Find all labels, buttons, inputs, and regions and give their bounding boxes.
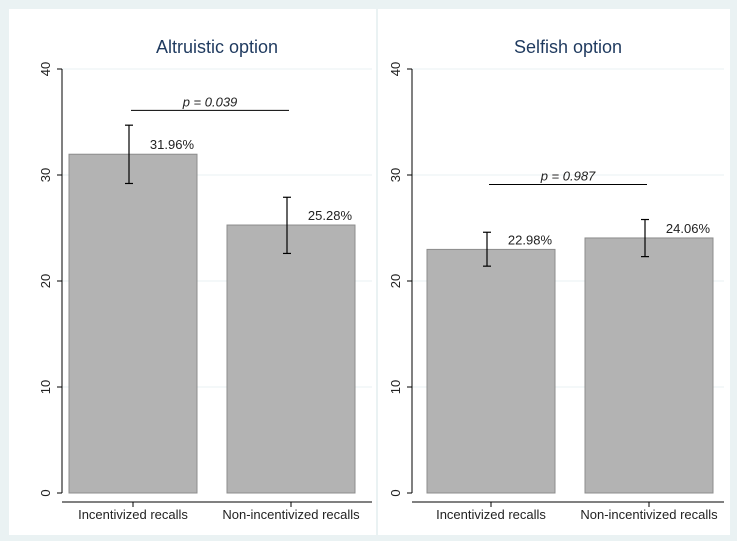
data-label: 24.06% <box>666 221 711 236</box>
y-tick-label: 20 <box>388 274 403 288</box>
y-tick-label: 30 <box>388 168 403 182</box>
panel-title: Altruistic option <box>156 37 278 57</box>
data-label: 22.98% <box>508 232 553 247</box>
x-category-label: Non-incentivized recalls <box>222 507 360 522</box>
p-value-label: p = 0.987 <box>540 169 596 184</box>
y-tick-label: 20 <box>38 274 53 288</box>
bar <box>68 153 198 494</box>
bar <box>226 224 356 494</box>
data-label: 31.96% <box>150 137 195 152</box>
x-category-label: Non-incentivized recalls <box>580 507 718 522</box>
y-tick-label: 0 <box>38 489 53 496</box>
y-tick-label: 10 <box>388 380 403 394</box>
y-tick-label: 40 <box>38 62 53 76</box>
y-tick-label: 30 <box>38 168 53 182</box>
y-tick-label: 0 <box>388 489 403 496</box>
y-tick-label: 40 <box>388 62 403 76</box>
x-category-label: Incentivized recalls <box>78 507 188 522</box>
y-tick-label: 10 <box>38 380 53 394</box>
bar <box>426 248 556 494</box>
panel-title: Selfish option <box>514 37 622 57</box>
p-value-label: p = 0.039 <box>182 94 238 109</box>
x-category-label: Incentivized recalls <box>436 507 546 522</box>
data-label: 25.28% <box>308 208 353 223</box>
bar <box>584 237 714 494</box>
